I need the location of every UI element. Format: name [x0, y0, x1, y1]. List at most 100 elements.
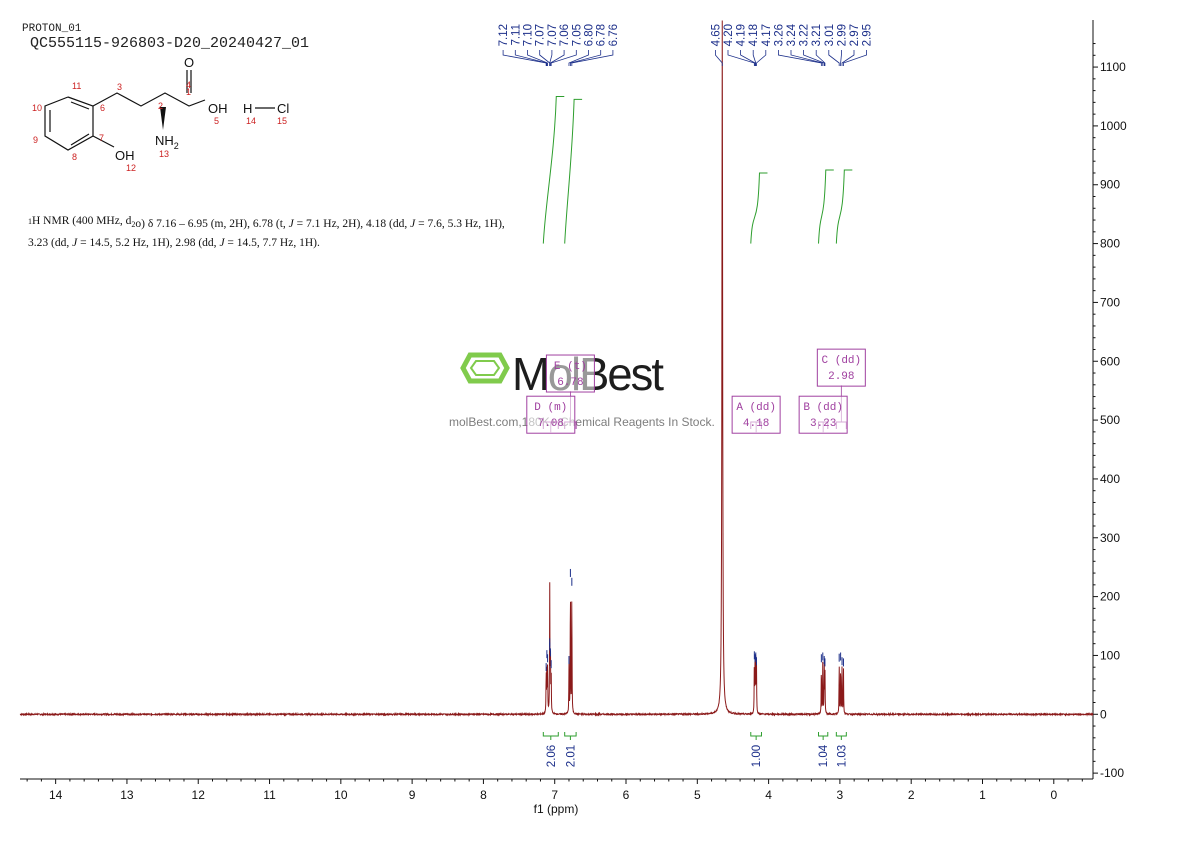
x-tick-label: 13	[120, 788, 134, 802]
multiplet-box	[798, 395, 848, 434]
integral-curve	[750, 172, 768, 244]
peak-label: 6.78	[596, 24, 608, 46]
y-tick-label: 300	[1100, 531, 1120, 545]
peak-label-connector	[571, 50, 614, 66]
integral-bracket	[564, 732, 577, 737]
integral-curves	[542, 95, 853, 740]
peak-label: 7.11	[510, 24, 522, 46]
nmr-summary-line-1: 1H NMR (400 MHz, d2o) δ 7.16 – 6.95 (m, …	[28, 215, 505, 230]
peak-label-connector	[568, 50, 589, 66]
peak-label: 7.05	[571, 24, 583, 46]
x-tick-label: 1	[979, 788, 986, 802]
atom-number: 9	[33, 135, 38, 145]
peak-label: 4.18	[748, 24, 760, 46]
wedge-bond	[160, 107, 166, 130]
y-tick-label: 1000	[1100, 119, 1127, 133]
x-tick-label: 10	[334, 788, 348, 802]
summary-run: 3.23 (dd,	[28, 237, 72, 249]
peak-label: 2.97	[849, 24, 861, 46]
oxygen-label: O	[184, 55, 194, 70]
summary-coupling-j: J	[289, 218, 295, 230]
multiplet-box	[545, 354, 595, 393]
peak-label-connector	[550, 50, 577, 66]
peak-label-connector	[752, 50, 757, 66]
peak-label: 4.19	[736, 24, 748, 46]
integral-curve	[818, 169, 834, 244]
y-tick-label: 200	[1100, 590, 1120, 604]
peak-label: 7.07	[535, 24, 547, 46]
peak-label-connector	[803, 50, 825, 66]
multiplet-box	[526, 395, 576, 434]
summary-run: = 14.5, 7.7 Hz, 1H).	[225, 237, 320, 249]
atom-number: 6	[100, 103, 105, 113]
summary-coupling-j: J	[72, 237, 78, 249]
integral-curve	[542, 95, 565, 244]
summary-run: = 14.5, 5.2 Hz, 1H), 2.98 (dd,	[77, 237, 219, 249]
atom-number: 1	[186, 87, 191, 97]
integral-value: 2.01	[565, 745, 577, 767]
benzene-ring	[44, 96, 94, 151]
peak-label-connector	[778, 50, 822, 66]
peak-label: 2.95	[862, 24, 874, 46]
peak-label-connector	[715, 50, 723, 66]
peak-label: 6.80	[584, 24, 596, 46]
nh2-label: NH2	[155, 133, 179, 151]
peak-label: 7.10	[523, 24, 535, 46]
atom-number: 14	[246, 116, 256, 126]
peak-label: 4.20	[723, 24, 735, 46]
integral-curve	[564, 98, 583, 244]
y-tick-label: 900	[1100, 178, 1120, 192]
peak-label: 4.65	[710, 24, 722, 46]
multiplet-shift: 6.78	[557, 377, 583, 389]
phenol-bond	[92, 135, 115, 148]
integral-bracket	[542, 732, 559, 737]
multiplet-shift: 2.98	[828, 371, 854, 383]
peak-label: 2.99	[836, 24, 848, 46]
peak-label: 3.24	[786, 23, 798, 46]
x-tick-label: 6	[623, 788, 630, 802]
cl-label: Cl	[277, 101, 289, 116]
atom-number: 12	[126, 163, 136, 173]
sample-id: QC555115-926803-D20_20240427_01	[30, 35, 309, 52]
peak-label: 7.12	[498, 24, 510, 46]
peak-label-connector	[527, 50, 548, 66]
atom-number: 7	[99, 133, 104, 143]
y-tick-label: 400	[1100, 472, 1120, 486]
peak-label-connector	[841, 50, 855, 66]
integral-values: 2.06 2.01 1.00 1.04 1.03	[546, 744, 849, 767]
y-tick-label: 500	[1100, 413, 1120, 427]
summary-run: o) δ 7.16 – 6.95 (m, 2H), 6.78 (t,	[135, 218, 288, 230]
summary-subscript: 2	[131, 220, 135, 229]
x-tick-label: 4	[765, 788, 772, 802]
peak-label-connector	[502, 50, 547, 66]
multiplet-shift: 7.08	[538, 418, 564, 430]
x-tick-label: 7	[551, 788, 558, 802]
spectrum-trace	[19, 20, 1094, 717]
integral-bracket	[835, 732, 847, 737]
multiplet-name: A (dd)	[736, 402, 776, 414]
x-tick-label: 11	[263, 788, 276, 802]
peak-label: 6.76	[608, 24, 620, 46]
atom-number: 5	[214, 116, 219, 126]
multiplet-shift: 4.18	[743, 418, 769, 430]
summary-run: = 7.6, 5.3 Hz, 1H),	[415, 218, 505, 230]
peak-label-connector	[549, 50, 553, 66]
peak-label: 3.26	[773, 24, 785, 46]
peak-label-connector	[815, 50, 826, 66]
integral-bracket	[818, 732, 829, 737]
multiplet-name: B (dd)	[803, 402, 843, 414]
summary-coupling-j: J	[219, 237, 225, 249]
integral-value: 2.06	[546, 745, 558, 767]
atom-number: 2	[158, 101, 163, 111]
summary-run: H NMR (400 MHz, d	[32, 215, 132, 227]
peak-label-connector	[514, 50, 548, 66]
peak-label-connector	[828, 50, 840, 66]
acid-oh-label: OH	[208, 101, 228, 116]
experiment-label: PROTON_01	[22, 23, 82, 35]
ring-double-bond-2	[70, 101, 90, 110]
y-tick-label: 800	[1100, 237, 1120, 251]
phenol-oh-label: OH	[115, 148, 135, 163]
side-chain	[92, 92, 206, 107]
atom-number: 3	[117, 82, 122, 92]
